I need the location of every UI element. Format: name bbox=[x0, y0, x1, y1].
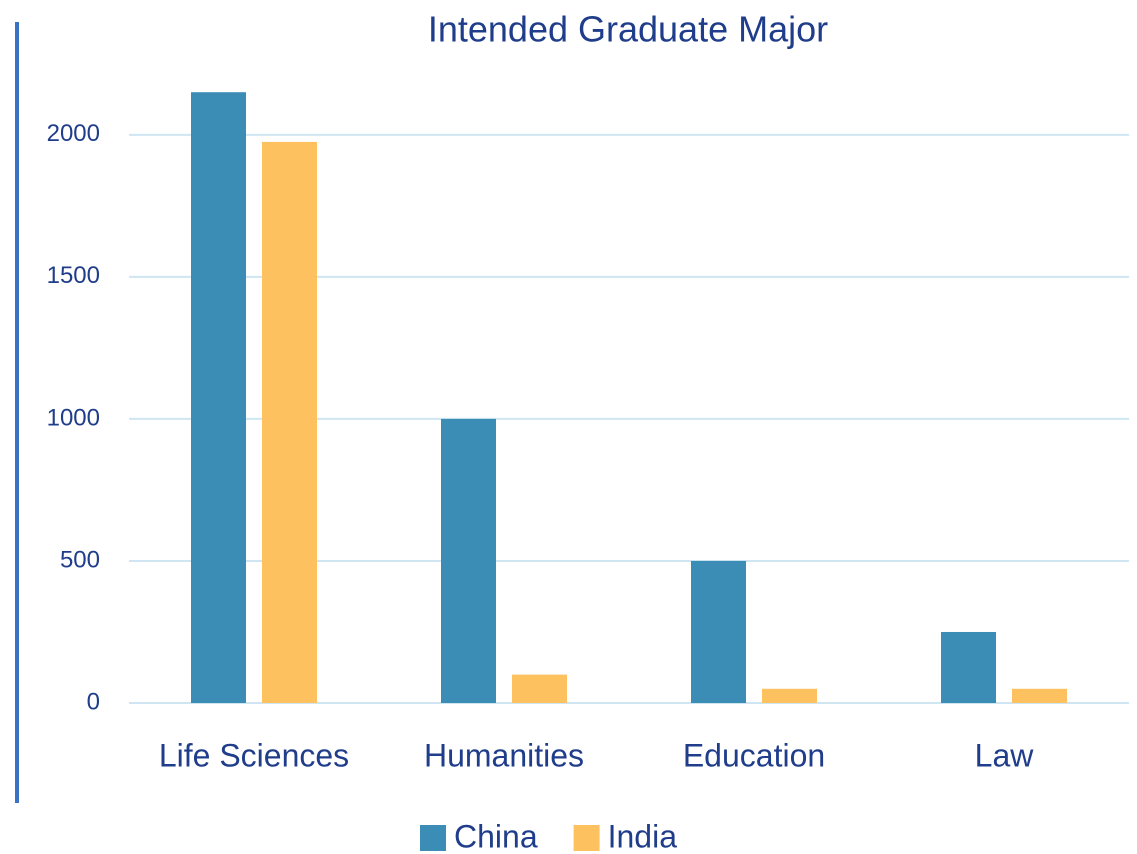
y-tick-label: 0 bbox=[87, 688, 100, 715]
bar bbox=[691, 560, 746, 703]
chart-title: Intended Graduate Major bbox=[428, 9, 828, 50]
y-tick-label: 2000 bbox=[47, 120, 100, 147]
bar bbox=[262, 141, 317, 703]
y-tick-label: 1000 bbox=[47, 404, 100, 431]
x-tick-label: Law bbox=[975, 737, 1035, 773]
y-tick-label: 1500 bbox=[47, 262, 100, 289]
legend-label: India bbox=[608, 818, 678, 854]
y-tick-label: 500 bbox=[60, 546, 100, 573]
bar bbox=[762, 688, 817, 703]
bar bbox=[941, 631, 996, 703]
bar bbox=[1012, 688, 1067, 703]
bar bbox=[441, 418, 496, 703]
bar bbox=[512, 674, 567, 703]
legend-swatch bbox=[420, 825, 446, 851]
legend-swatch bbox=[573, 825, 600, 851]
legend-label: China bbox=[454, 818, 538, 854]
x-tick-label: Education bbox=[683, 737, 825, 773]
x-tick-label: Life Sciences bbox=[159, 737, 349, 773]
bar bbox=[191, 92, 246, 704]
x-tick-label: Humanities bbox=[424, 737, 584, 773]
